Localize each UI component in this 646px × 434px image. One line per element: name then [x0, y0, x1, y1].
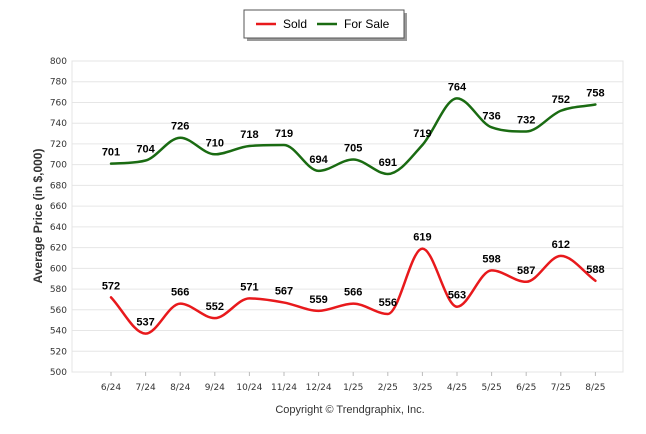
- y-tick-label: 560: [50, 306, 67, 316]
- data-label-sold: 563: [448, 290, 466, 302]
- x-tick-label: 10/24: [236, 383, 262, 393]
- y-tick-label: 720: [50, 140, 67, 150]
- data-label-sold: 588: [586, 264, 604, 276]
- x-axis-ticks: 6/24 7/24 8/24 9/24 10/24 11/24 12/24 1/25 2/25 3…: [101, 372, 606, 393]
- legend: Sold For Sale: [243, 9, 407, 41]
- legend-label-for-sale: For Sale: [344, 17, 390, 31]
- y-tick-label: 760: [50, 98, 67, 108]
- series-line-sold: [109, 247, 597, 335]
- x-tick-label: 12/24: [306, 383, 332, 393]
- x-tick-label: 11/24: [271, 383, 297, 393]
- data-label-sold: 556: [379, 297, 397, 309]
- x-tick-label: 3/25: [412, 383, 432, 393]
- data-label-sold: 619: [413, 232, 431, 244]
- y-tick-label: 640: [50, 223, 67, 233]
- data-label-sold: 598: [482, 253, 500, 265]
- data-label-sold: 566: [171, 287, 189, 299]
- y-tick-label: 780: [50, 78, 67, 88]
- data-label-sold: 552: [206, 301, 224, 313]
- data-label-for-sale: 726: [171, 121, 189, 133]
- series-lines: [109, 97, 597, 335]
- y-tick-label: 520: [50, 347, 67, 357]
- y-tick-label: 620: [50, 244, 67, 254]
- x-tick-label: 7/25: [551, 383, 571, 393]
- y-tick-label: 580: [50, 285, 67, 295]
- data-label-sold: 587: [517, 265, 535, 277]
- x-tick-label: 6/24: [101, 383, 121, 393]
- y-tick-label: 600: [50, 264, 67, 274]
- y-tick-label: 740: [50, 119, 67, 129]
- data-label-sold: 572: [102, 280, 120, 292]
- y-tick-label: 500: [50, 368, 67, 378]
- y-tick-label: 540: [50, 327, 67, 337]
- data-label-for-sale: 718: [240, 129, 258, 141]
- data-label-sold: 571: [240, 281, 258, 293]
- data-label-sold: 537: [136, 317, 154, 329]
- data-label-for-sale: 764: [448, 81, 467, 93]
- data-label-sold: 567: [275, 286, 293, 298]
- data-label-for-sale: 701: [102, 147, 120, 159]
- data-label-for-sale: 736: [482, 110, 500, 122]
- gridlines: [72, 60, 623, 373]
- x-tick-label: 8/25: [585, 383, 605, 393]
- y-tick-label: 700: [50, 161, 67, 171]
- data-labels: 572 537 566 552 571 567 559 566 556 619 563 598 587 6…: [102, 81, 605, 328]
- data-label-sold: 559: [309, 294, 327, 306]
- y-tick-label: 800: [50, 57, 67, 67]
- x-tick-label: 2/25: [378, 383, 398, 393]
- y-tick-label: 680: [50, 181, 67, 191]
- x-tick-label: 1/25: [343, 383, 363, 393]
- data-label-for-sale: 758: [586, 88, 604, 100]
- legend-label-sold: Sold: [283, 17, 307, 31]
- x-tick-label: 8/24: [170, 383, 190, 393]
- data-label-for-sale: 691: [379, 157, 397, 169]
- data-label-for-sale: 719: [413, 128, 431, 140]
- x-tick-label: 6/25: [516, 383, 536, 393]
- copyright-footer: Copyright © Trendgraphix, Inc.: [275, 404, 424, 416]
- x-tick-label: 9/24: [205, 383, 225, 393]
- data-label-for-sale: 732: [517, 114, 535, 126]
- x-tick-label: 4/25: [447, 383, 467, 393]
- y-tick-label: 660: [50, 202, 67, 212]
- x-tick-label: 5/25: [481, 383, 501, 393]
- data-label-sold: 612: [552, 239, 570, 251]
- data-label-for-sale: 710: [206, 137, 224, 149]
- data-label-for-sale: 705: [344, 142, 362, 154]
- plot-area-border: [71, 60, 624, 373]
- data-label-for-sale: 694: [309, 154, 328, 166]
- series-line-for-sale: [109, 97, 597, 176]
- x-tick-label: 7/24: [135, 383, 155, 393]
- y-axis-ticks: 500 520 540 560 580 600 620 640 660 680 700 720 740 7…: [50, 57, 67, 378]
- data-label-for-sale: 752: [552, 94, 570, 106]
- data-label-for-sale: 704: [136, 144, 155, 156]
- data-label-for-sale: 719: [275, 128, 293, 140]
- data-label-sold: 566: [344, 287, 362, 299]
- y-axis-label: Average Price (in $,000): [31, 149, 45, 284]
